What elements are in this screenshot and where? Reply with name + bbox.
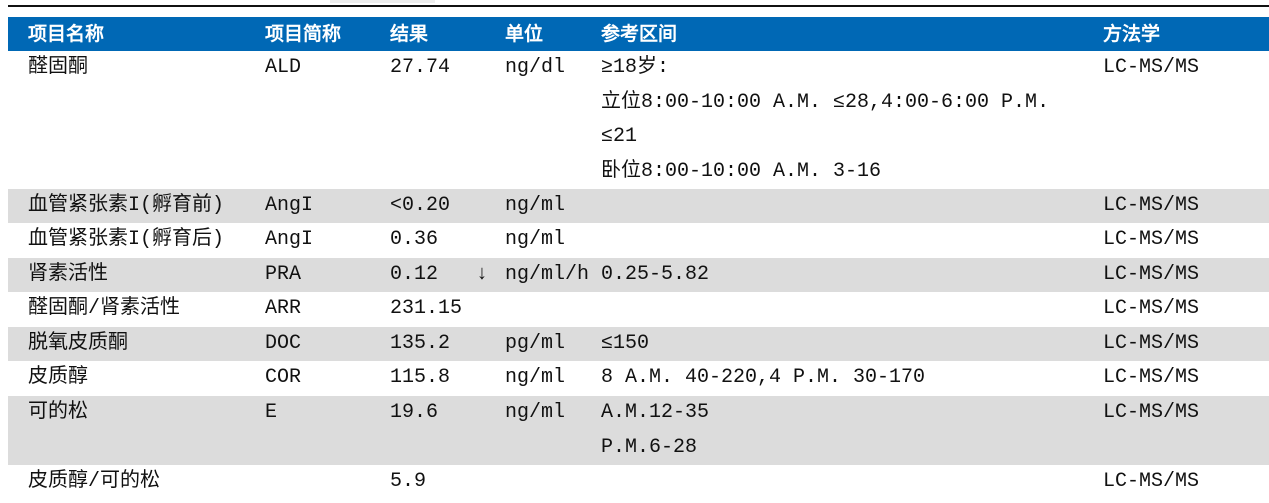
item-unit: ng/ml (505, 366, 566, 389)
item-name: 血管紧张素I(孵育后) (28, 228, 225, 251)
item-unit: ng/dl (505, 56, 566, 79)
table-row: 皮质醇/可的松 5.9 LC-MS/MS (8, 465, 1269, 503)
item-result: 115.8 (390, 366, 451, 389)
item-result: 27.74 (390, 56, 451, 79)
item-method: LC-MS/MS (1103, 366, 1200, 389)
item-abbr: COR (265, 366, 302, 389)
item-result: 19.6 (390, 401, 439, 424)
header-ref: 参考区间 (601, 23, 678, 45)
item-result: <0.20 (390, 194, 451, 217)
reference-line: ≥18岁: (601, 56, 670, 79)
item-unit: ng/ml (505, 194, 566, 217)
table-row: 脱氧皮质酮 DOC 135.2 pg/ml ≤150 LC-MS/MS (8, 327, 1269, 361)
reference-line: 卧位8:00-10:00 A.M. 3-16 (601, 159, 882, 183)
item-abbr: E (265, 401, 278, 424)
reference-line: ≤21 (601, 125, 638, 148)
item-result: 231.15 (390, 297, 463, 320)
item-result: 0.12 (390, 263, 439, 286)
item-name: 血管紧张素I(孵育前) (28, 194, 225, 217)
table-row: 血管紧张素I(孵育后) AngI 0.36 ng/ml LC-MS/MS (8, 223, 1269, 258)
item-name: 醛固酮/肾素活性 (28, 297, 181, 320)
reference-line: 立位8:00-10:00 A.M. ≤28,4:00-6:00 P.M. (601, 90, 1050, 114)
item-abbr: PRA (265, 263, 302, 286)
table-row: 肾素活性 PRA 0.12 ↓ ng/ml/h 0.25-5.82 LC-MS/MS (8, 258, 1269, 292)
item-reference-range: A.M.12-35 P.M.6-28 (601, 396, 709, 465)
low-arrow-icon: ↓ (476, 263, 489, 286)
item-name: 脱氧皮质酮 (28, 332, 128, 355)
item-method: LC-MS/MS (1103, 332, 1200, 355)
item-reference-range: ≥18岁: 立位8:00-10:00 A.M. ≤28,4:00-6:00 P.M… (601, 51, 1049, 189)
item-abbr: DOC (265, 332, 302, 355)
table-row: 可的松 E 19.6 ng/ml A.M.12-35 P.M.6-28 LC-MS/MS (8, 396, 1269, 465)
item-abbr: AngI (265, 228, 314, 251)
item-unit: ng/ml/h (505, 263, 590, 286)
item-abbr: AngI (265, 194, 314, 217)
reference-line: ≤150 (601, 332, 650, 355)
item-method: LC-MS/MS (1103, 263, 1200, 286)
item-name: 肾素活性 (28, 263, 108, 286)
item-result: 0.36 (390, 228, 439, 251)
item-reference-range: 0.25-5.82 (601, 258, 709, 293)
item-reference-range: ≤150 (601, 327, 649, 362)
header-name: 项目名称 (28, 23, 105, 45)
item-result: 135.2 (390, 332, 451, 355)
top-divider (8, 5, 1269, 7)
header-unit: 单位 (505, 23, 544, 45)
table-row: 醛固酮 ALD 27.74 ng/dl ≥18岁: 立位8:00-10:00 A.M. ≤… (8, 51, 1269, 189)
item-method: LC-MS/MS (1103, 470, 1200, 493)
item-abbr: ARR (265, 297, 302, 320)
item-unit: ng/ml (505, 228, 566, 251)
item-method: LC-MS/MS (1103, 297, 1200, 320)
reference-line: P.M.6-28 (601, 435, 698, 459)
item-reference-range: 8 A.M. 40-220,4 P.M. 30-170 (601, 361, 925, 396)
header-abbr: 项目简称 (265, 23, 342, 45)
tab-fragment (330, 0, 435, 3)
item-method: LC-MS/MS (1103, 194, 1200, 217)
item-name: 皮质醇/可的松 (28, 470, 161, 493)
item-unit: pg/ml (505, 332, 566, 355)
table-row: 醛固酮/肾素活性 ARR 231.15 LC-MS/MS (8, 292, 1269, 327)
item-result: 5.9 (390, 470, 427, 493)
table-header: 项目名称 项目简称 结果 单位 参考区间 方法学 (8, 17, 1269, 51)
reference-line: A.M.12-35 (601, 401, 710, 424)
item-unit: ng/ml (505, 401, 566, 424)
item-name: 皮质醇 (28, 366, 88, 389)
reference-line: 0.25-5.82 (601, 263, 710, 286)
header-method: 方法学 (1103, 23, 1161, 45)
item-name: 醛固酮 (28, 56, 88, 79)
table-row: 皮质醇 COR 115.8 ng/ml 8 A.M. 40-220,4 P.M. 30-… (8, 361, 1269, 396)
item-method: LC-MS/MS (1103, 228, 1200, 251)
item-method: LC-MS/MS (1103, 401, 1200, 424)
item-method: LC-MS/MS (1103, 56, 1200, 79)
header-result: 结果 (390, 23, 429, 45)
reference-line: 8 A.M. 40-220,4 P.M. 30-170 (601, 366, 926, 389)
item-name: 可的松 (28, 401, 88, 424)
table-row: 血管紧张素I(孵育前) AngI <0.20 ng/ml LC-MS/MS (8, 189, 1269, 223)
item-abbr: ALD (265, 56, 302, 79)
